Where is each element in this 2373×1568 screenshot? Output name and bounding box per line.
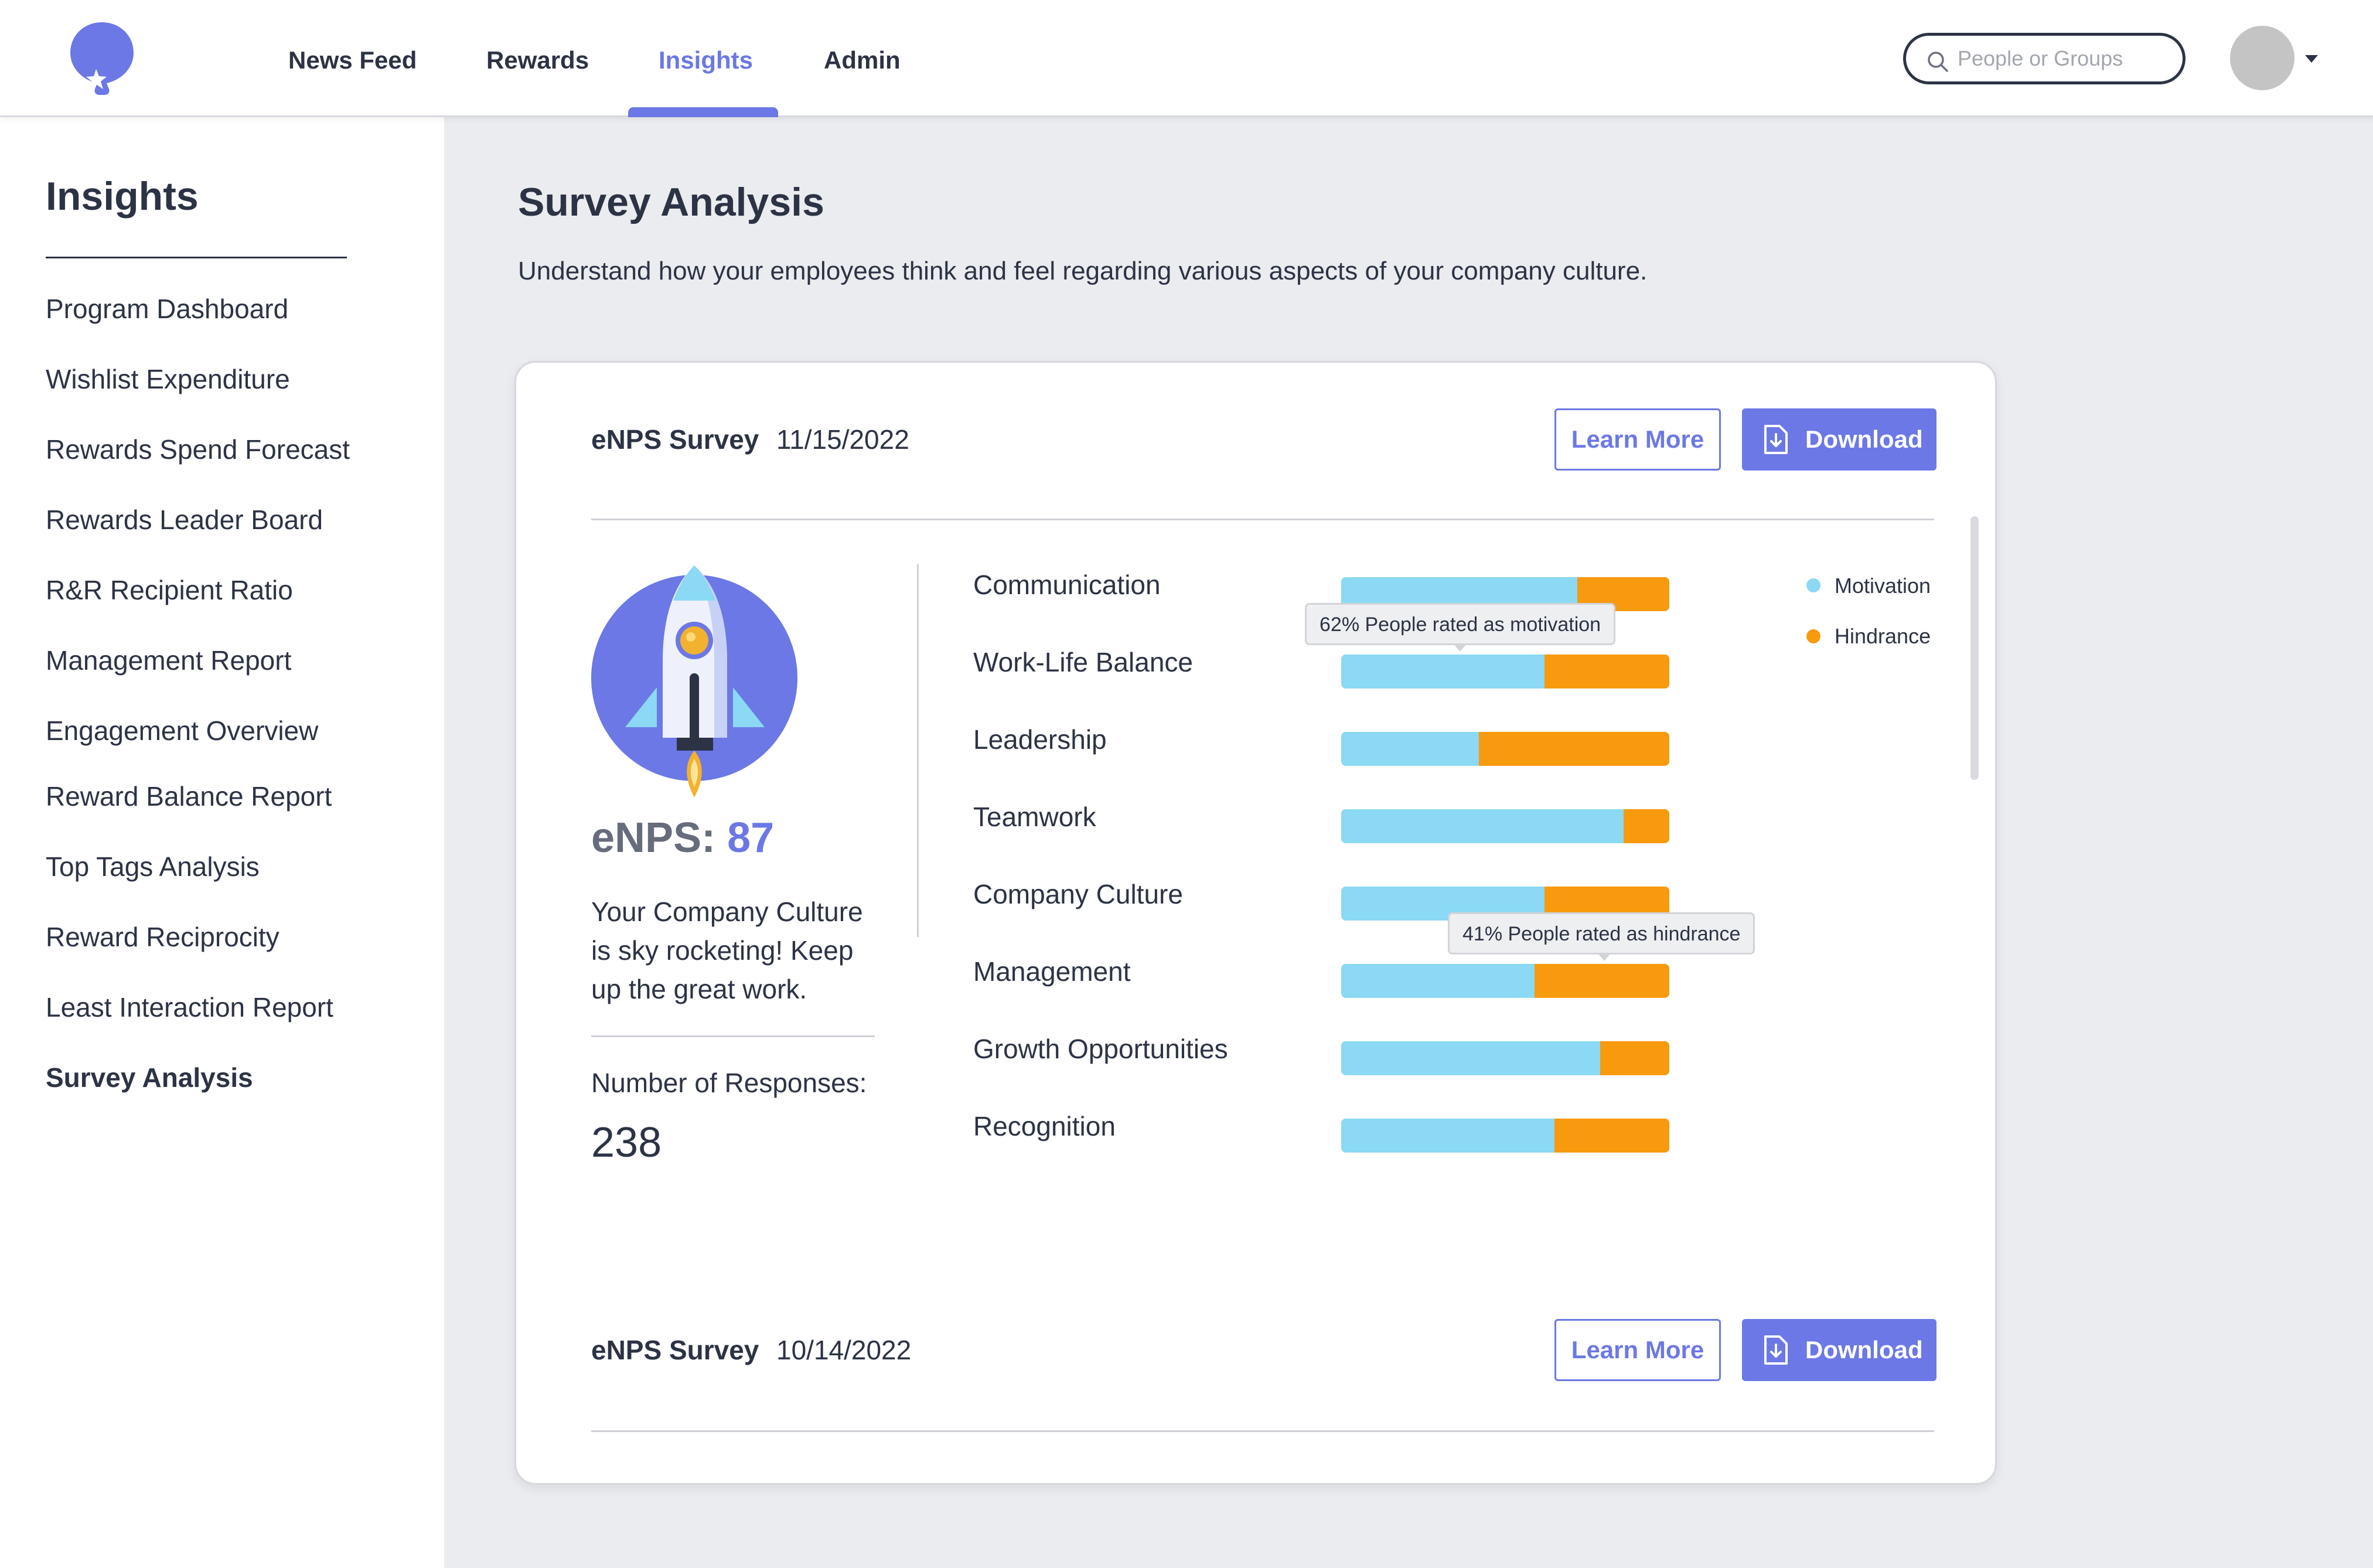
sidebar-item-top-tags-analysis[interactable]: Top Tags Analysis xyxy=(46,851,260,882)
download-icon xyxy=(1764,1335,1788,1365)
motivation-segment[interactable] xyxy=(1341,655,1545,688)
category-label-company-culture: Company Culture xyxy=(973,879,1183,909)
bar-teamwork[interactable] xyxy=(1341,809,1669,843)
nav-admin[interactable]: Admin xyxy=(824,46,901,74)
category-label-management: Management xyxy=(973,956,1131,987)
motivation-segment[interactable] xyxy=(1341,1041,1601,1075)
hindrance-segment[interactable] xyxy=(1623,809,1669,843)
section-divider xyxy=(591,519,1934,520)
avatar[interactable] xyxy=(2230,26,2294,90)
sidebar-item-reward-balance-report[interactable]: Reward Balance Report xyxy=(46,781,332,812)
download-label: Download xyxy=(1805,1336,1923,1364)
hindrance-legend-dot xyxy=(1806,629,1820,643)
page-subtitle: Understand how your employees think and … xyxy=(518,257,1648,285)
download-button[interactable]: Download xyxy=(1742,1319,1936,1381)
sidebar-item-rr-recipient-ratio[interactable]: R&R Recipient Ratio xyxy=(46,575,293,605)
sidebar-item-reward-reciprocity[interactable]: Reward Reciprocity xyxy=(46,922,279,952)
category-label-recognition: Recognition xyxy=(973,1111,1116,1141)
hindrance-segment[interactable] xyxy=(1545,655,1669,688)
responses-label: Number of Responses: xyxy=(591,1068,867,1098)
enps-label: eNPS: xyxy=(591,814,716,861)
insights-sidebar: Insights Program Dashboard Wishlist Expe… xyxy=(0,117,444,1568)
learn-more-button[interactable]: Learn More xyxy=(1554,1319,1721,1381)
bar-management[interactable] xyxy=(1341,964,1669,998)
active-tab-indicator xyxy=(628,107,778,117)
sidebar-item-engagement-overview[interactable]: Engagement Overview xyxy=(46,715,319,746)
category-label-growth-opportunities: Growth Opportunities xyxy=(973,1034,1228,1064)
survey-list-card: eNPS Survey 11/15/2022 Learn More Downlo… xyxy=(514,361,1997,1485)
learn-more-button[interactable]: Learn More xyxy=(1554,408,1721,471)
vertical-divider xyxy=(917,564,919,937)
sidebar-item-rewards-leader-board[interactable]: Rewards Leader Board xyxy=(46,505,323,535)
bar-recognition[interactable] xyxy=(1341,1119,1669,1153)
rocket-illustration xyxy=(591,565,797,797)
section-divider xyxy=(591,1430,1934,1432)
hindrance-segment[interactable] xyxy=(1600,1041,1669,1075)
culture-message: Your Company Culture is sky rocketing! K… xyxy=(591,897,863,1004)
sidebar-divider xyxy=(46,257,347,258)
hindrance-legend-label: Hindrance xyxy=(1835,624,1931,648)
scrollbar[interactable] xyxy=(1970,516,1979,780)
enps-value: 87 xyxy=(727,814,775,861)
sidebar-item-survey-analysis[interactable]: Survey Analysis xyxy=(46,1062,253,1093)
nav-insights[interactable]: Insights xyxy=(659,46,754,74)
category-label-teamwork: Teamwork xyxy=(973,802,1096,832)
hindrance-segment[interactable] xyxy=(1479,732,1669,766)
sidebar-item-program-dashboard[interactable]: Program Dashboard xyxy=(46,294,289,324)
enps-score: eNPS: 87 xyxy=(591,814,774,862)
download-icon xyxy=(1764,425,1788,454)
motivation-legend-label: Motivation xyxy=(1835,574,1931,598)
hindrance-tooltip: 41% People rated as hindrance xyxy=(1448,912,1755,961)
bar-growth-opportunities[interactable] xyxy=(1341,1041,1669,1075)
search-input[interactable] xyxy=(1958,44,2169,73)
category-label-communication: Communication xyxy=(973,570,1161,600)
responses-value: 238 xyxy=(591,1119,662,1166)
sidebar-item-rewards-spend-forecast[interactable]: Rewards Spend Forecast xyxy=(46,434,350,465)
download-label: Download xyxy=(1805,425,1923,453)
category-label-leadership: Leadership xyxy=(973,724,1107,755)
balloon-star-logo[interactable] xyxy=(68,20,136,96)
hindrance-segment[interactable] xyxy=(1535,964,1669,998)
motivation-segment[interactable] xyxy=(1341,732,1479,766)
page-title: Survey Analysis xyxy=(518,180,824,224)
top-navigation-bar: News Feed Rewards Insights Admin xyxy=(0,0,2373,117)
chevron-down-icon[interactable] xyxy=(2305,55,2318,63)
bar-leadership[interactable] xyxy=(1341,732,1669,766)
bar-work-life-balance[interactable] xyxy=(1341,655,1669,688)
sidebar-item-wishlist-expenditure[interactable]: Wishlist Expenditure xyxy=(46,364,290,394)
nav-news-feed[interactable]: News Feed xyxy=(288,46,417,74)
sidebar-item-least-interaction-report[interactable]: Least Interaction Report xyxy=(46,992,333,1022)
motivation-tooltip: 62% People rated as motivation xyxy=(1305,603,1616,652)
category-label-work-life-balance: Work-Life Balance xyxy=(973,647,1193,677)
summary-divider xyxy=(591,1035,875,1037)
people-group-search[interactable] xyxy=(1903,33,2186,84)
motivation-legend-dot xyxy=(1806,578,1820,592)
nav-rewards[interactable]: Rewards xyxy=(486,46,589,74)
survey-name: eNPS Survey xyxy=(591,1335,759,1365)
survey-date: 10/14/2022 xyxy=(776,1335,912,1365)
survey-name: eNPS Survey xyxy=(591,424,759,455)
motivation-segment[interactable] xyxy=(1341,809,1624,843)
survey-date: 11/15/2022 xyxy=(776,424,909,455)
hindrance-segment[interactable] xyxy=(1554,1119,1669,1153)
sidebar-title: Insights xyxy=(46,174,199,219)
search-icon xyxy=(1928,52,1948,72)
motivation-segment[interactable] xyxy=(1341,1119,1554,1153)
download-button[interactable]: Download xyxy=(1742,408,1936,471)
motivation-segment[interactable] xyxy=(1341,964,1535,998)
sidebar-item-management-report[interactable]: Management Report xyxy=(46,645,292,676)
